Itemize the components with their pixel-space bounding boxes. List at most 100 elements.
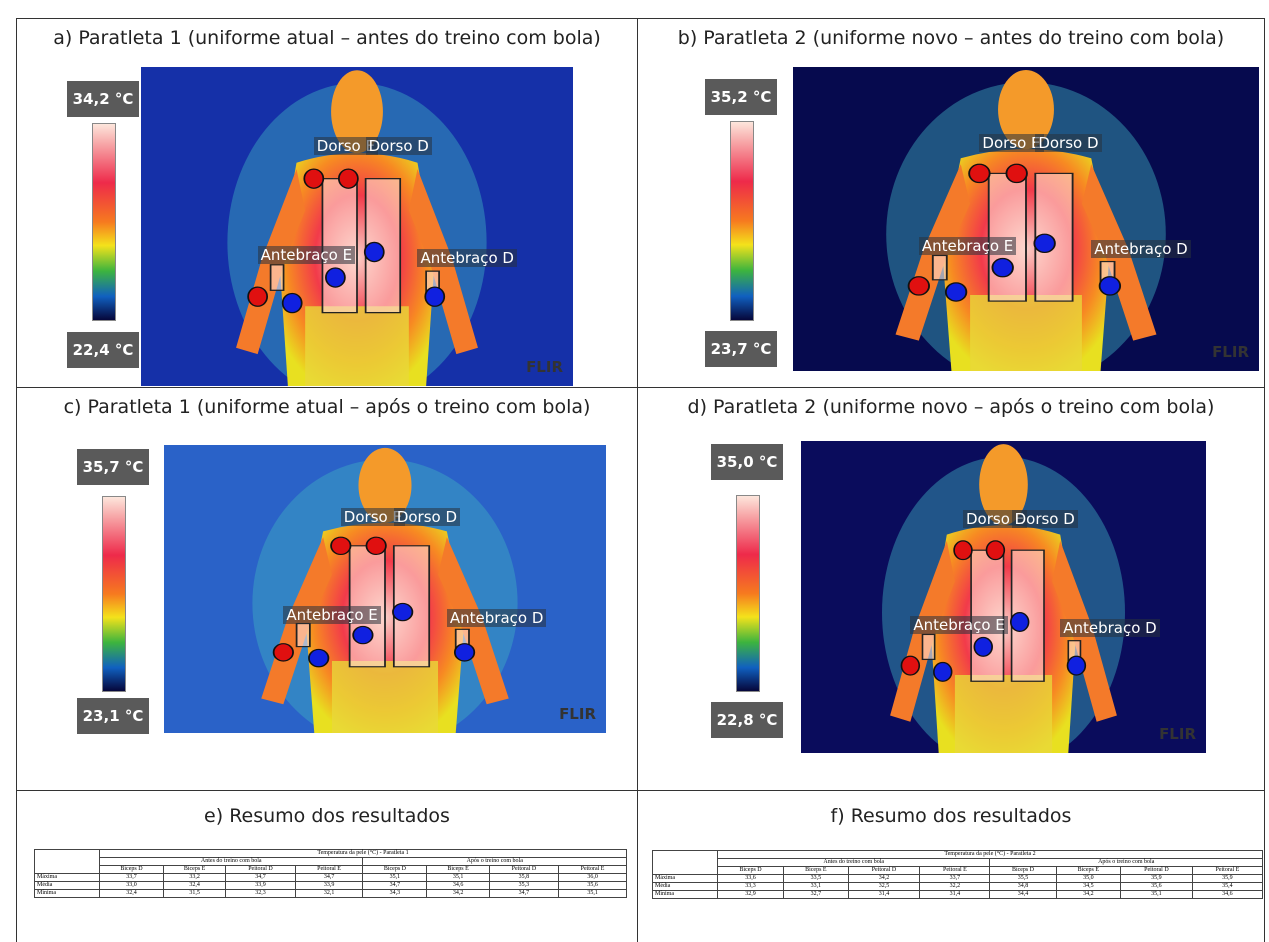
- table-cell: 31,5: [163, 890, 225, 898]
- column-header: Bíceps E: [163, 866, 225, 874]
- results-table: Temperatura da pele (°C) - Paratleta 2An…: [652, 850, 1263, 899]
- panel: c) Paratleta 1 (uniforme atual – após o …: [16, 387, 637, 790]
- panel: f) Resumo dos resultadosTemperatura da p…: [637, 790, 1265, 942]
- roi-marker: [326, 268, 345, 287]
- table-cell: 34,5: [1056, 883, 1120, 891]
- roi-marker: [1011, 613, 1029, 632]
- column-header: Bíceps D: [990, 867, 1056, 875]
- table-cell: 33,7: [100, 874, 164, 882]
- figure: a) Paratleta 1 (uniforme atual – antes d…: [0, 0, 1269, 942]
- table-cell: 31,4: [848, 891, 920, 899]
- flir-logo: FLIR: [559, 705, 596, 723]
- table-cell: 36,0: [559, 874, 627, 882]
- roi-marker: [969, 164, 990, 182]
- column-header: Bíceps D: [100, 866, 164, 874]
- roi-marker: [992, 259, 1013, 277]
- row-label: Média: [35, 882, 100, 890]
- table-cell: 35,4: [1192, 883, 1262, 891]
- table-cell: 32,7: [784, 891, 848, 899]
- thermal-body: [793, 67, 1259, 371]
- group-header: Após o treino com bola: [990, 859, 1263, 867]
- column-header: Bíceps D: [718, 867, 784, 875]
- column-header: Peitoral D: [489, 866, 558, 874]
- flir-logo: FLIR: [1159, 725, 1196, 743]
- color-bar: [736, 495, 760, 692]
- table-caption: e) Resumo dos resultados: [17, 805, 637, 827]
- thermal-image: Dorso EDorso DAntebraço EAntebraço DFLIR: [801, 441, 1206, 753]
- panel-caption: d) Paratleta 2 (uniforme novo – após o t…: [638, 396, 1264, 418]
- table-cell: 35,1: [559, 890, 627, 898]
- roi-label: Antebraço E: [283, 606, 380, 624]
- roi-marker: [425, 287, 444, 306]
- table-row: Máxima33,733,234,734,735,135,135,836,0: [35, 874, 627, 882]
- roi-marker: [934, 663, 952, 682]
- roi-label: Dorso D: [1035, 134, 1101, 152]
- panel-caption: c) Paratleta 1 (uniforme atual – após o …: [17, 396, 637, 418]
- roi-label: Antebraço D: [1091, 240, 1191, 258]
- panel-caption: b) Paratleta 2 (uniforme novo – antes do…: [638, 27, 1264, 49]
- scale-max: 35,7 °C: [77, 449, 149, 485]
- hips: [955, 675, 1052, 753]
- thermal-body: [141, 67, 573, 386]
- hips: [305, 306, 409, 386]
- roi-label: Antebraço E: [910, 616, 1007, 634]
- color-bar: [102, 496, 126, 692]
- table-cell: 35,0: [1056, 875, 1120, 883]
- roi-marker: [309, 649, 328, 666]
- table-cell: 35,3: [489, 882, 558, 890]
- table-cell: 35,6: [1121, 883, 1193, 891]
- table-cell: 32,4: [100, 890, 164, 898]
- column-header: Peitoral D: [848, 867, 920, 875]
- roi-marker: [974, 638, 992, 657]
- table-cell: 34,4: [990, 891, 1056, 899]
- roi-marker: [339, 169, 358, 188]
- roi-marker: [274, 644, 293, 661]
- roi-marker: [954, 541, 972, 560]
- column-header: Bíceps E: [427, 866, 489, 874]
- table-corner: [653, 851, 718, 875]
- roi-box: [297, 624, 310, 647]
- scale-min: 23,7 °C: [705, 331, 777, 367]
- roi-marker: [1100, 277, 1121, 295]
- column-header: Bíceps E: [784, 867, 848, 875]
- table-cell: 34,6: [1192, 891, 1262, 899]
- table-row: Antes do treino com bolaApós o treino co…: [653, 859, 1263, 867]
- roi-marker: [331, 537, 350, 554]
- table-cell: 35,8: [489, 874, 558, 882]
- table-cell: 34,3: [363, 890, 427, 898]
- roi-label: Dorso E: [979, 134, 1043, 152]
- row-label: Máxima: [35, 874, 100, 882]
- group-header: Após o treino com bola: [363, 858, 627, 866]
- column-header: Bíceps D: [363, 866, 427, 874]
- flir-logo: FLIR: [1212, 343, 1249, 361]
- table-cell: 34,7: [226, 874, 295, 882]
- hips: [970, 295, 1082, 371]
- column-header: Peitoral E: [920, 867, 990, 875]
- column-header: Peitoral E: [295, 866, 363, 874]
- table-cell: 34,7: [489, 890, 558, 898]
- roi-marker: [455, 644, 474, 661]
- roi-marker: [1006, 164, 1027, 182]
- roi-marker: [304, 169, 323, 188]
- roi-label: Antebraço D: [417, 249, 517, 267]
- group-header: Antes do treino com bola: [100, 858, 363, 866]
- roi-marker: [353, 626, 372, 643]
- table-cell: 35,1: [363, 874, 427, 882]
- table-cell: 34,7: [363, 882, 427, 890]
- table-cell: 34,7: [295, 874, 363, 882]
- row-label: Média: [653, 883, 718, 891]
- table-cell: 33,9: [226, 882, 295, 890]
- table-corner: [35, 850, 100, 874]
- thermal-body: [801, 441, 1206, 753]
- table-cell: 32,4: [163, 882, 225, 890]
- table-cell: 33,3: [718, 883, 784, 891]
- table-row: Bíceps DBíceps EPeitoral DPeitoral EBíce…: [653, 867, 1263, 875]
- roi-marker: [393, 603, 412, 620]
- color-bar: [730, 121, 754, 321]
- roi-box: [923, 634, 935, 659]
